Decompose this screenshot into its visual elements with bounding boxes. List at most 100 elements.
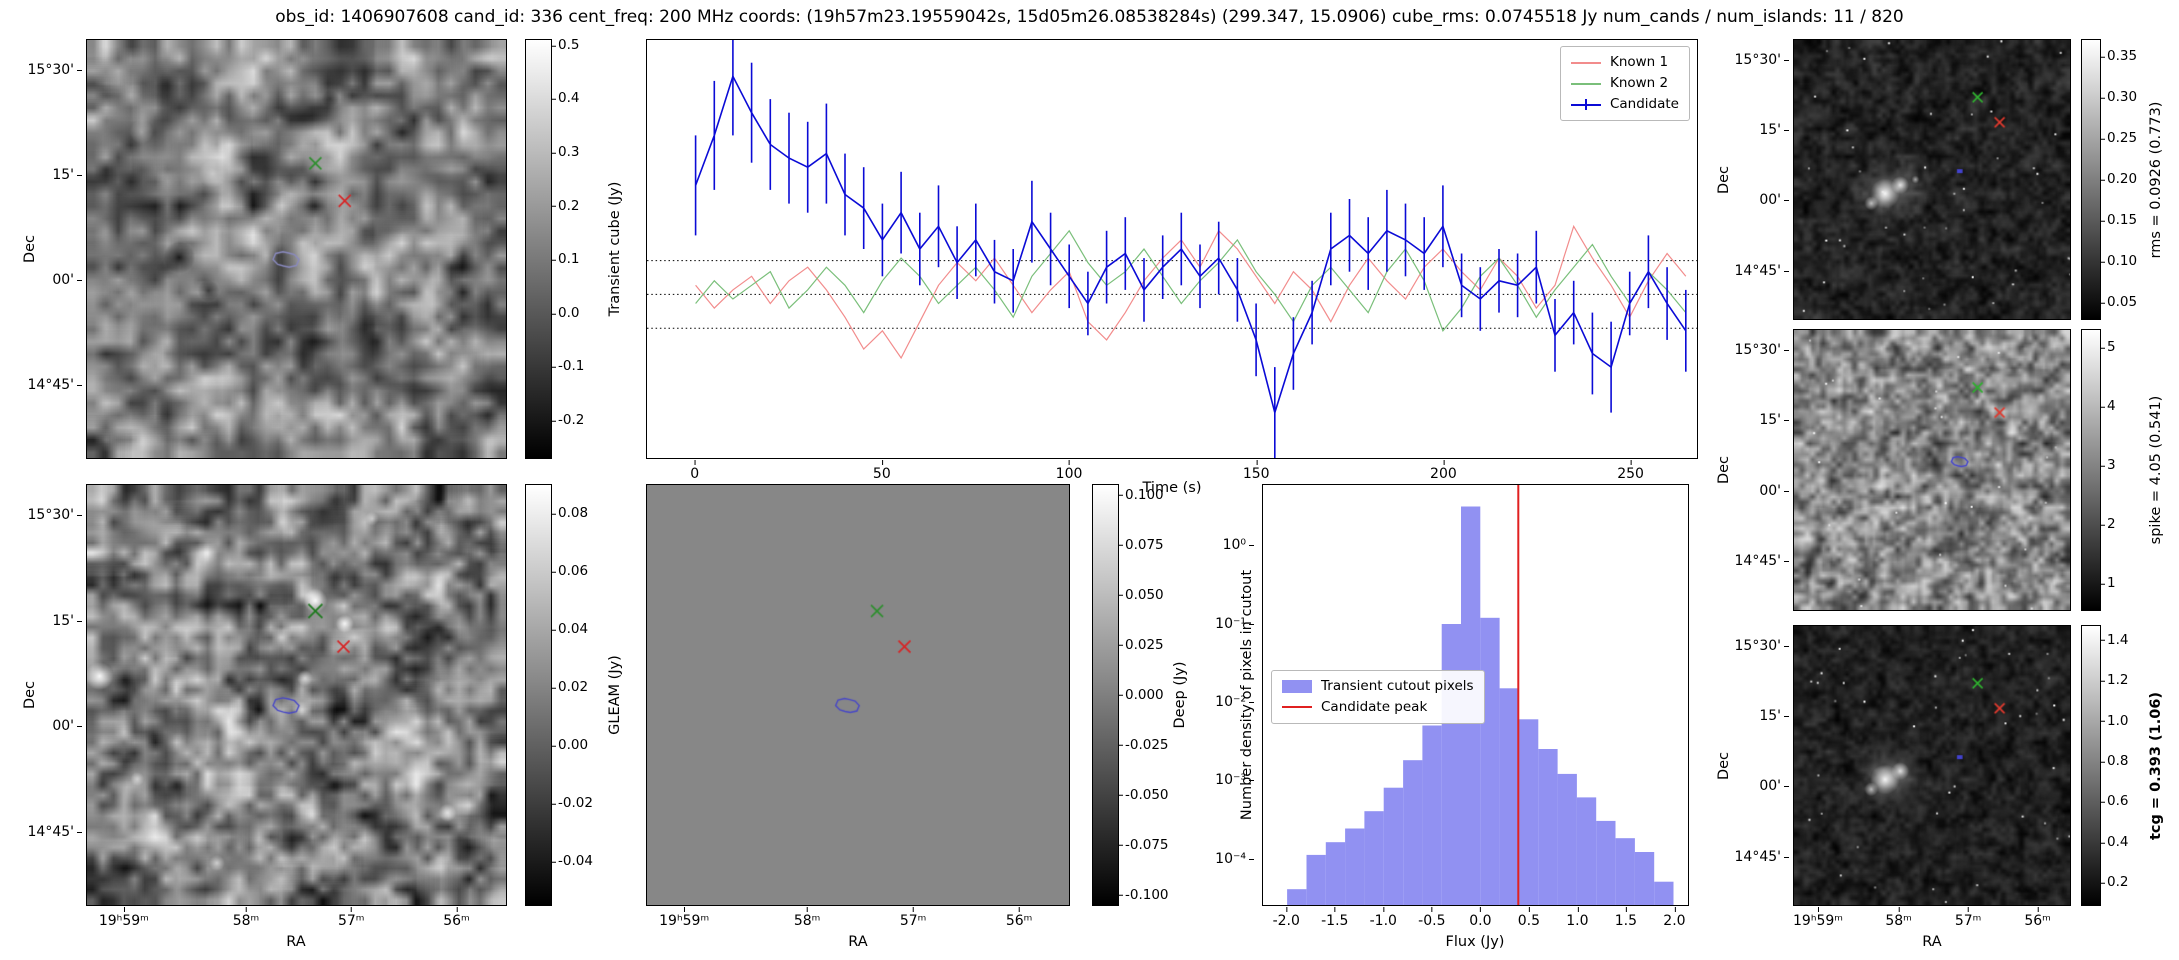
transient-cutout-panel <box>86 39 507 459</box>
colorbar-tick-label: -0.100 <box>1118 888 1169 902</box>
legend-entry-candidate: Candidate <box>1571 94 1679 115</box>
colorbar-tick-label: -0.02 <box>551 797 593 811</box>
dec-tick-label: 15°30' <box>28 508 84 522</box>
ra-tick-label: 19ʰ59ᵐ <box>1793 906 1843 928</box>
histogram-plot: Transient cutout pixels Candidate peak <box>1262 484 1689 906</box>
histogram-x-tick-label: 0.5 <box>1518 906 1540 928</box>
colorbar-tick-label: 1.2 <box>2100 674 2128 688</box>
colorbar-tick-label: -0.1 <box>551 360 584 374</box>
dec-tick-label: 14°45' <box>28 378 84 392</box>
dec-tick-label: 15' <box>1759 413 1791 427</box>
colorbar-tick-label: 1 <box>2100 577 2116 591</box>
known2-line-swatch <box>1571 77 1601 90</box>
colorbar-tick-label: -0.025 <box>1118 738 1169 752</box>
dec-tick-label: 15' <box>1759 709 1791 723</box>
lightcurve-x-tick-label: 150 <box>1243 459 1270 481</box>
candidate-peak-line-swatch <box>1282 701 1312 714</box>
transient-colorbar-label: Transient cube (Jy) <box>607 182 623 317</box>
colorbar-tick-label: 0.05 <box>2100 296 2137 310</box>
dec-tick-label: 15' <box>1759 123 1791 137</box>
gleam-ra-axis-label: RA <box>286 934 305 950</box>
colorbar-tick-label: 3 <box>2100 459 2116 473</box>
dec-tick-label: 14°45' <box>1735 264 1791 278</box>
rms-colorbar: 0.35 0.30 0.25 0.20 0.15 0.10 0.05 <box>2081 39 2101 320</box>
deep-cutout-panel <box>646 484 1070 906</box>
colorbar-tick-label: 1.4 <box>2100 633 2128 647</box>
dec-tick-label: 15°30' <box>1735 53 1791 67</box>
colorbar-tick-label: 0.30 <box>2100 91 2137 105</box>
legend-entry-known2: Known 2 <box>1571 73 1679 94</box>
deep-colorbar: 0.100 0.075 0.050 0.025 0.000 -0.025 -0.050 -0.… <box>1092 484 1119 906</box>
colorbar-tick-label: 0.15 <box>2100 214 2137 228</box>
gleam-cutout-image <box>87 485 506 905</box>
histogram-y-tick-label: 10⁻⁴ <box>1215 852 1256 866</box>
deep-ra-ticks: 19ʰ59ᵐ 58ᵐ 57ᵐ 56ᵐ <box>646 906 1070 932</box>
colorbar-tick-label: 1.0 <box>2100 714 2128 728</box>
colorbar-tick-label: -0.04 <box>551 855 593 869</box>
ra-tick-label: 56ᵐ <box>443 906 470 928</box>
colorbar-tick-label: 0.2 <box>551 199 579 213</box>
ra-tick-label: 57ᵐ <box>338 906 365 928</box>
lightcurve-x-tick-label: 50 <box>873 459 891 481</box>
known1-legend-label: Known 1 <box>1610 52 1668 73</box>
spike-dec-axis-label: Dec <box>1716 456 1732 484</box>
histogram-x-tick-label: -1.5 <box>1321 906 1348 928</box>
histogram-x-tick-label: 2.0 <box>1663 906 1685 928</box>
candidate-line-swatch <box>1571 98 1601 111</box>
legend-entry-known1: Known 1 <box>1571 52 1679 73</box>
colorbar-tick-label: 0.025 <box>1118 638 1164 652</box>
colorbar-tick-label: 0.6 <box>2100 795 2128 809</box>
dec-tick-label: 15°30' <box>1735 343 1791 357</box>
colorbar-tick-label: 0.5 <box>551 39 579 53</box>
tcg-cutout-panel <box>1793 625 2071 906</box>
lightcurve-canvas <box>647 40 1697 458</box>
colorbar-tick-label: 0.075 <box>1118 538 1164 552</box>
candidate-legend-label: Candidate <box>1610 94 1679 115</box>
colorbar-tick-label: 0.25 <box>2100 132 2137 146</box>
tcg-colorbar-label: tcg = 0.393 (1.06) <box>2148 692 2164 840</box>
ra-tick-label: 57ᵐ <box>1955 906 1982 928</box>
legend-entry-cutout-pixels: Transient cutout pixels <box>1282 676 1474 697</box>
ra-tick-label: 58ᵐ <box>794 906 821 928</box>
lightcurve-x-tick-label: 250 <box>1617 459 1644 481</box>
colorbar-tick-label: 0.4 <box>551 92 579 106</box>
candidate-peak-legend-label: Candidate peak <box>1321 697 1427 718</box>
rms-dec-axis-label: Dec <box>1716 166 1732 194</box>
ra-tick-label: 58ᵐ <box>1885 906 1912 928</box>
ra-tick-label: 19ʰ59ᵐ <box>659 906 709 928</box>
ra-tick-label: 57ᵐ <box>900 906 927 928</box>
ra-tick-label: 58ᵐ <box>233 906 260 928</box>
gleam-ra-ticks: 19ʰ59ᵐ 58ᵐ 57ᵐ 56ᵐ <box>86 906 507 932</box>
dec-tick-label: 00' <box>52 719 84 733</box>
tcg-cutout-image <box>1794 626 2070 905</box>
figure-title: obs_id: 1406907608 cand_id: 336 cent_fre… <box>0 7 2179 27</box>
colorbar-tick-label: 0.06 <box>551 565 588 579</box>
histogram-x-tick-label: 0.0 <box>1469 906 1491 928</box>
colorbar-tick-label: 0.00 <box>551 739 588 753</box>
cutout-pixels-patch-swatch <box>1282 680 1312 693</box>
gleam-cutout-panel <box>86 484 507 906</box>
dec-tick-label: 15' <box>52 168 84 182</box>
legend-entry-candidate-peak: Candidate peak <box>1282 697 1474 718</box>
histogram-y-tick-label: 10⁰ <box>1223 538 1256 552</box>
spike-cutout-panel <box>1793 329 2071 611</box>
dec-tick-label: 00' <box>1759 779 1791 793</box>
dec-tick-label: 14°45' <box>1735 554 1791 568</box>
histogram-x-ticks: -2.0 -1.5 -1.0 -0.5 0.0 0.5 1.0 1.5 2.0 <box>1262 906 1689 932</box>
ra-tick-label: 56ᵐ <box>2024 906 2051 928</box>
tcg-ra-ticks: 19ʰ59ᵐ 58ᵐ 57ᵐ 56ᵐ <box>1793 906 2071 932</box>
tcg-colorbar: 1.4 1.2 1.0 0.8 0.6 0.4 0.2 <box>2081 625 2101 906</box>
spike-colorbar-label: spike = 4.05 (0.541) <box>2148 396 2164 545</box>
lightcurve-x-tick-label: 0 <box>690 459 699 481</box>
cutout-pixels-legend-label: Transient cutout pixels <box>1321 676 1474 697</box>
transient-cutout-image <box>87 40 506 458</box>
colorbar-tick-label: 0.04 <box>551 623 588 637</box>
colorbar-tick-label: 2 <box>2100 518 2116 532</box>
histogram-x-tick-label: -1.0 <box>1370 906 1397 928</box>
gleam-dec-axis-label: Dec <box>22 681 38 709</box>
histogram-x-tick-label: -0.5 <box>1418 906 1445 928</box>
spike-colorbar: 5 4 3 2 1 <box>2081 329 2101 611</box>
gleam-colorbar-label: GLEAM (Jy) <box>607 655 623 735</box>
rms-cutout-panel <box>1793 39 2071 320</box>
dec-tick-label: 15' <box>52 614 84 628</box>
